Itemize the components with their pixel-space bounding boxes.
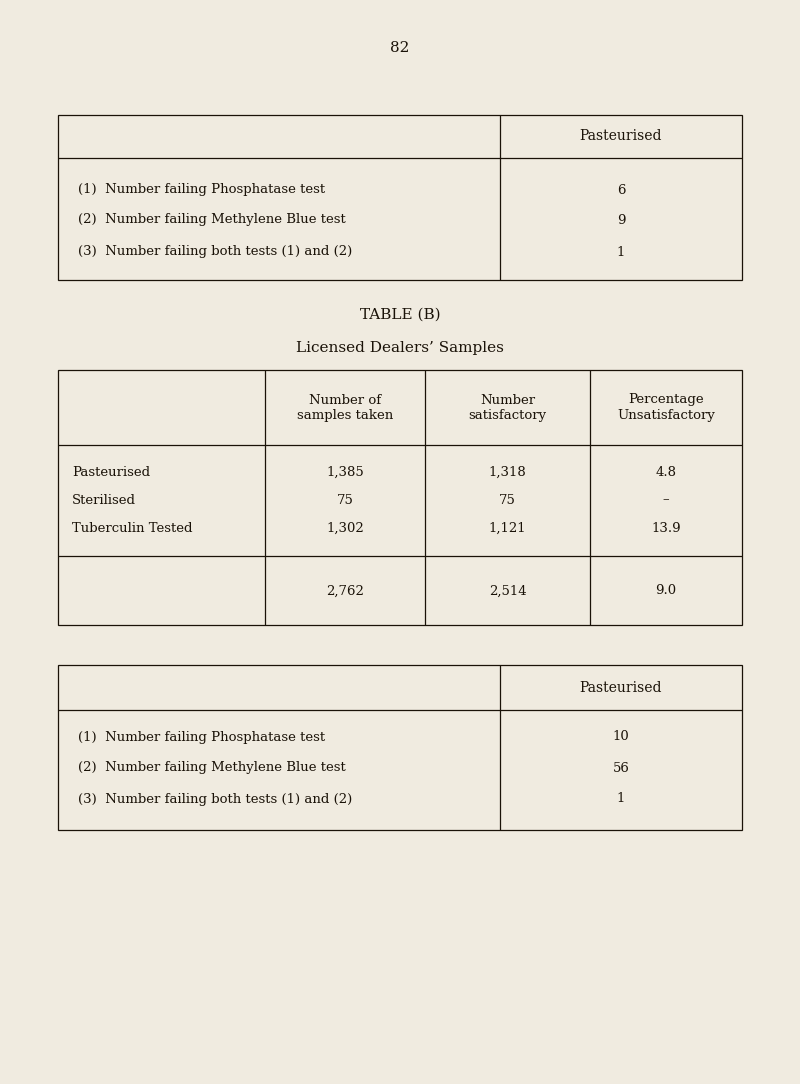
Text: Pasteurised: Pasteurised [72,465,150,478]
Text: 1,385: 1,385 [326,465,364,478]
Text: Tuberculin Tested: Tuberculin Tested [72,521,193,534]
Bar [58,115,742,280]
Text: Number of
samples taken: Number of samples taken [297,393,393,422]
Text: 2,514: 2,514 [489,584,526,597]
Text: (1)  Number failing Phosphatase test: (1) Number failing Phosphatase test [78,183,325,196]
Text: 10: 10 [613,731,630,744]
Text: 1: 1 [617,245,625,258]
Text: (2)  Number failing Methylene Blue test: (2) Number failing Methylene Blue test [78,761,346,774]
Text: 13.9: 13.9 [651,521,681,534]
Text: 1,302: 1,302 [326,521,364,534]
Text: 9: 9 [617,214,626,227]
Text: 75: 75 [499,493,516,506]
Text: 1,318: 1,318 [489,465,526,478]
Bar [58,370,742,625]
Text: (3)  Number failing both tests (1) and (2): (3) Number failing both tests (1) and (2… [78,245,352,258]
Text: Pasteurised: Pasteurised [580,129,662,143]
Text: –: – [662,493,670,506]
Text: Percentage
Unsatisfactory: Percentage Unsatisfactory [617,393,715,422]
Text: Pasteurised: Pasteurised [580,681,662,695]
Text: TABLE (B): TABLE (B) [360,308,440,322]
Text: 2,762: 2,762 [326,584,364,597]
Text: (3)  Number failing both tests (1) and (2): (3) Number failing both tests (1) and (2… [78,792,352,805]
Text: Sterilised: Sterilised [72,493,136,506]
Text: 1: 1 [617,792,625,805]
Text: 82: 82 [390,41,410,55]
Text: 4.8: 4.8 [655,465,677,478]
Text: (2)  Number failing Methylene Blue test: (2) Number failing Methylene Blue test [78,214,346,227]
Text: 1,121: 1,121 [489,521,526,534]
Text: 6: 6 [617,183,626,196]
Text: 75: 75 [337,493,354,506]
Text: Number
satisfactory: Number satisfactory [469,393,546,422]
Bar [58,664,742,830]
Text: (1)  Number failing Phosphatase test: (1) Number failing Phosphatase test [78,731,325,744]
Text: Licensed Dealers’ Samples: Licensed Dealers’ Samples [296,341,504,354]
Text: 9.0: 9.0 [655,584,677,597]
Text: 56: 56 [613,761,630,774]
